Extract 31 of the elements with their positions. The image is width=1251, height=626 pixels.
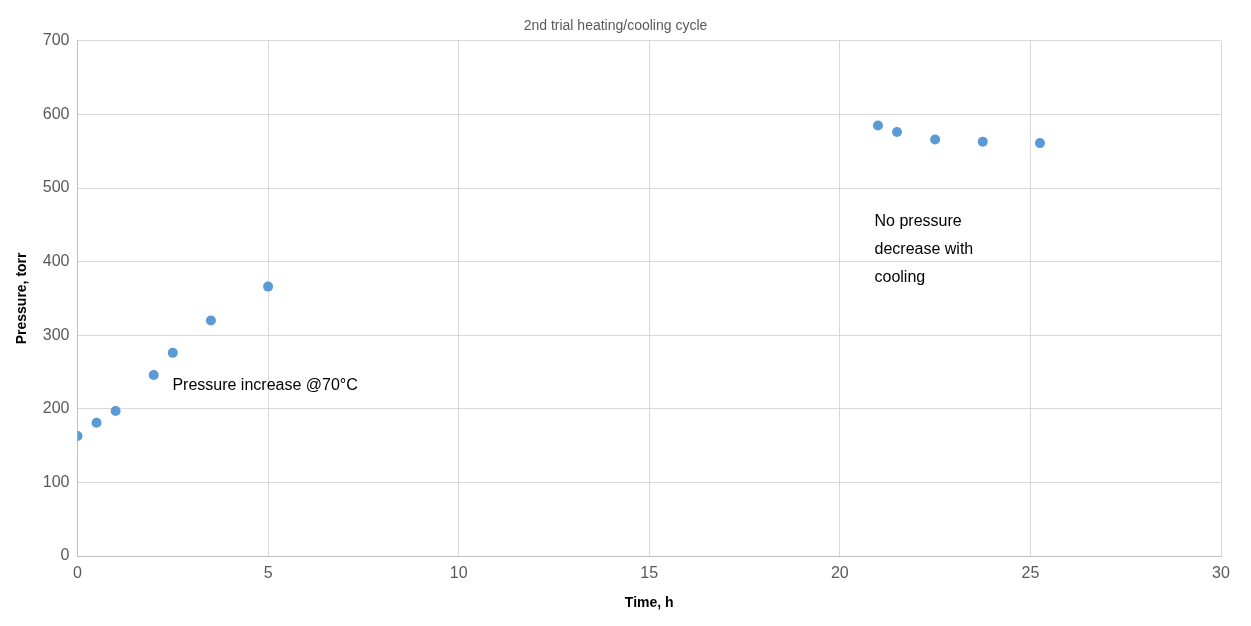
y-tick-label: 200 <box>42 399 70 417</box>
y-tick-label: 500 <box>42 178 70 196</box>
point <box>930 134 941 145</box>
y-tick-label: 400 <box>42 252 70 270</box>
chart-title: 2nd trial heating/cooling cycle <box>523 17 708 34</box>
point <box>892 127 903 138</box>
point <box>148 369 159 380</box>
annotation: Pressure increase @70°C <box>172 376 358 394</box>
y-tick-label: 700 <box>42 31 70 49</box>
point <box>91 417 102 428</box>
x-tick-label: 25 <box>1021 564 1040 582</box>
y-tick-label: 100 <box>42 472 70 490</box>
point <box>167 347 178 358</box>
point <box>110 406 121 417</box>
y-tick-label: 0 <box>60 546 70 564</box>
point <box>872 120 883 131</box>
annotation: No pressure decrease with cooling <box>874 211 974 285</box>
x-tick-label: 15 <box>640 564 659 582</box>
point <box>977 136 988 147</box>
x-tick-label: 0 <box>73 564 83 582</box>
y-tick-label: 300 <box>42 325 70 343</box>
x-tick-label: 10 <box>449 564 468 582</box>
y-axis-title: Pressure, torr <box>13 251 30 345</box>
point <box>263 281 274 292</box>
x-axis-title: Time, h <box>624 594 674 611</box>
y-tick-label: 600 <box>42 104 70 122</box>
point <box>1034 138 1045 149</box>
x-tick-label: 30 <box>1212 564 1230 582</box>
x-tick-label: 5 <box>263 564 273 582</box>
point <box>205 315 216 326</box>
x-tick-label: 20 <box>830 564 849 582</box>
